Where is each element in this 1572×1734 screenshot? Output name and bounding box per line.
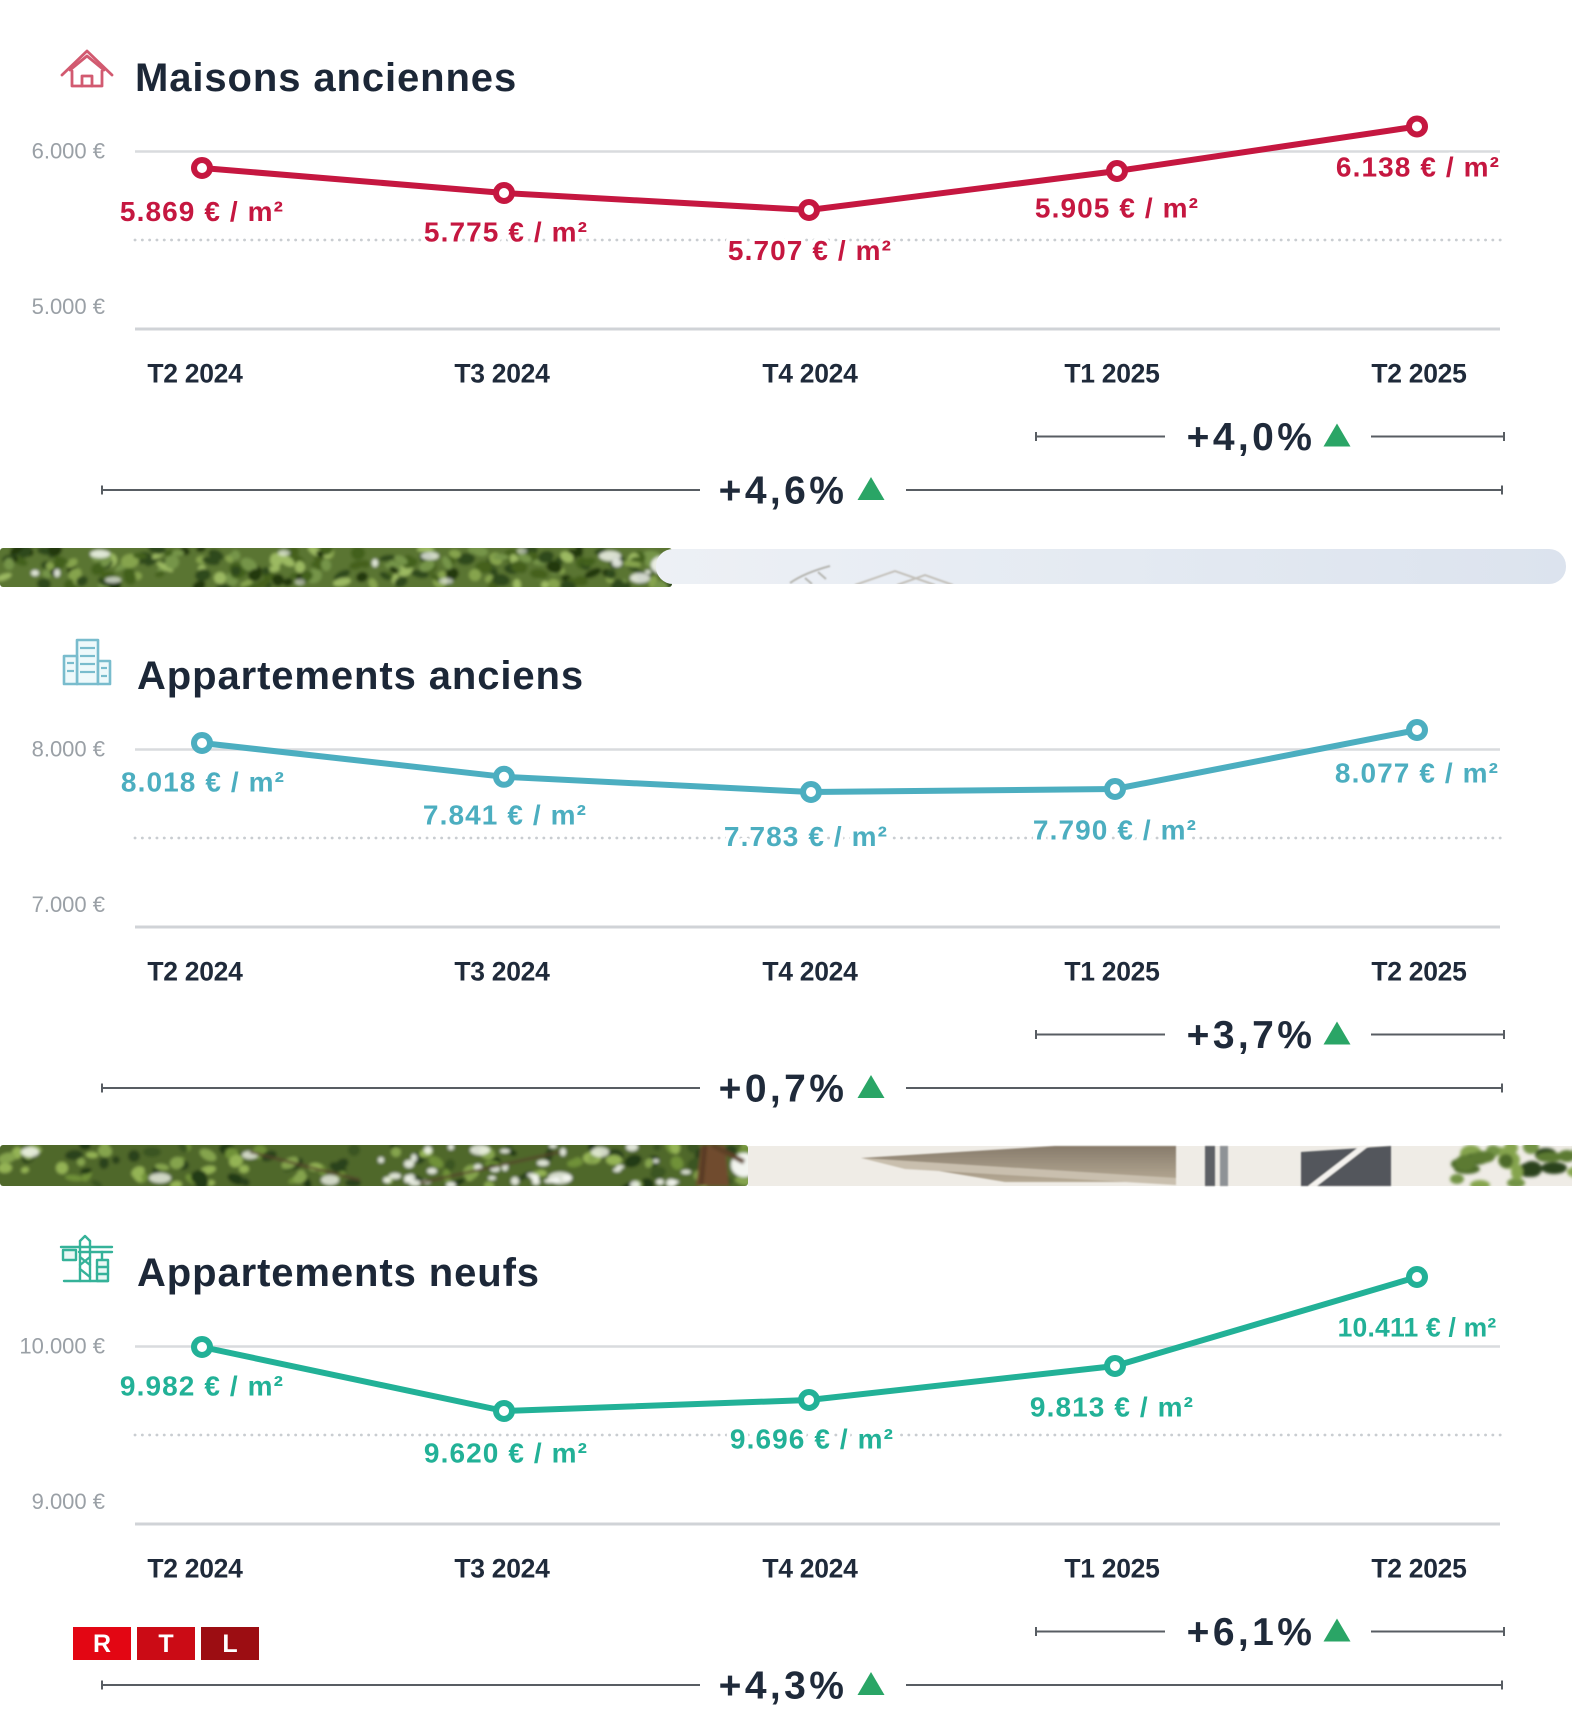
svg-text:8.018 € / m²: 8.018 € / m² xyxy=(121,767,285,798)
svg-text:5.905 € / m²: 5.905 € / m² xyxy=(1035,193,1199,224)
svg-text:9.620 € / m²: 9.620 € / m² xyxy=(424,1438,588,1469)
svg-text:T1 2025: T1 2025 xyxy=(1064,359,1159,389)
svg-text:T3 2024: T3 2024 xyxy=(454,1554,550,1584)
svg-text:+4,3%: +4,3% xyxy=(719,1665,848,1708)
svg-text:10.411 € / m²: 10.411 € / m² xyxy=(1338,1313,1497,1343)
svg-text:T4 2024: T4 2024 xyxy=(762,957,858,987)
svg-text:T3 2024: T3 2024 xyxy=(454,359,550,389)
svg-text:T4 2024: T4 2024 xyxy=(762,359,858,389)
svg-text:Appartements neufs: Appartements neufs xyxy=(137,1251,540,1295)
svg-text:+3,7%: +3,7% xyxy=(1187,1014,1316,1057)
svg-text:9.696 € / m²: 9.696 € / m² xyxy=(730,1424,894,1455)
svg-text:9.982 € / m²: 9.982 € / m² xyxy=(120,1371,284,1402)
svg-text:7.841 € / m²: 7.841 € / m² xyxy=(423,800,587,831)
svg-text:7.790 € / m²: 7.790 € / m² xyxy=(1033,815,1197,846)
svg-text:+4,6%: +4,6% xyxy=(719,470,848,513)
svg-text:T: T xyxy=(158,1630,173,1658)
svg-text:T2 2024: T2 2024 xyxy=(147,359,243,389)
svg-text:T2 2025: T2 2025 xyxy=(1371,957,1466,987)
svg-text:L: L xyxy=(222,1630,237,1658)
svg-text:10.000 €: 10.000 € xyxy=(19,1334,105,1359)
svg-text:+6,1%: +6,1% xyxy=(1187,1611,1316,1654)
svg-text:5.775 € / m²: 5.775 € / m² xyxy=(424,217,588,248)
svg-text:6.138 € / m²: 6.138 € / m² xyxy=(1336,152,1500,183)
svg-text:8.077 € / m²: 8.077 € / m² xyxy=(1335,758,1499,789)
svg-text:+0,7%: +0,7% xyxy=(719,1068,848,1111)
svg-text:5.000 €: 5.000 € xyxy=(32,294,105,319)
svg-text:T2 2024: T2 2024 xyxy=(147,1554,243,1584)
svg-text:9.813 € / m²: 9.813 € / m² xyxy=(1030,1392,1194,1423)
svg-text:T2 2025: T2 2025 xyxy=(1371,1554,1466,1584)
svg-text:R: R xyxy=(93,1630,111,1658)
svg-text:T2 2025: T2 2025 xyxy=(1371,359,1466,389)
svg-text:T4 2024: T4 2024 xyxy=(762,1554,858,1584)
svg-text:8.000 €: 8.000 € xyxy=(32,737,105,762)
svg-text:5.869 € / m²: 5.869 € / m² xyxy=(120,196,284,227)
svg-text:7.783 € / m²: 7.783 € / m² xyxy=(724,821,888,852)
svg-text:T1 2025: T1 2025 xyxy=(1064,1554,1159,1584)
svg-text:T2 2024: T2 2024 xyxy=(147,957,243,987)
svg-text:T1 2025: T1 2025 xyxy=(1064,957,1159,987)
svg-text:5.707 € / m²: 5.707 € / m² xyxy=(728,235,892,266)
svg-text:+4,0%: +4,0% xyxy=(1187,416,1316,459)
svg-text:7.000 €: 7.000 € xyxy=(32,892,105,917)
svg-text:9.000 €: 9.000 € xyxy=(32,1489,105,1514)
svg-text:Appartements anciens: Appartements anciens xyxy=(137,654,584,698)
svg-text:6.000 €: 6.000 € xyxy=(32,139,105,164)
svg-text:Maisons anciennes: Maisons anciennes xyxy=(135,56,517,100)
svg-text:T3 2024: T3 2024 xyxy=(454,957,550,987)
